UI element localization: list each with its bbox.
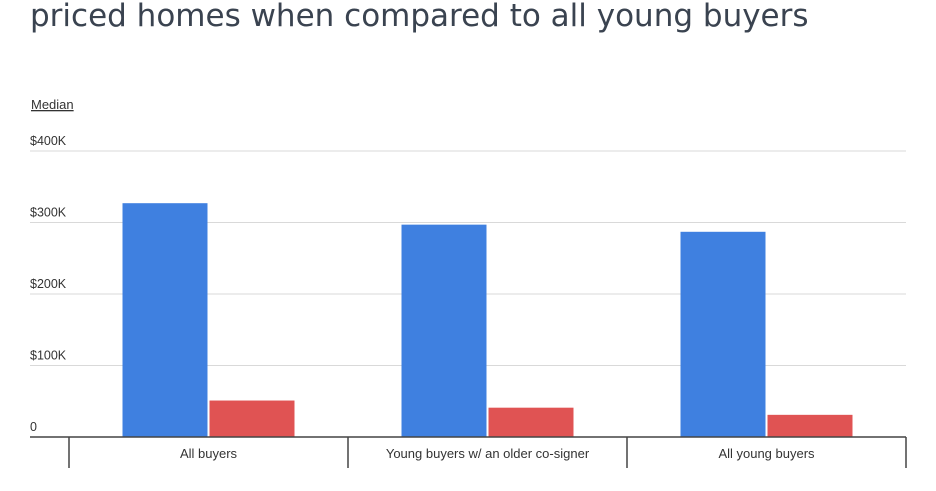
bar [767,414,853,437]
bar [209,400,295,437]
y-tick-label: 0 [30,420,37,434]
bar [680,231,766,437]
x-category-label: All young buyers [718,446,815,461]
y-tick-label: $300K [30,206,67,220]
x-category-label: Young buyers w/ an older co-signer [386,446,590,461]
y-tick-label: $200K [30,277,67,291]
bar [401,224,487,437]
y-axis-label: Median [31,97,74,112]
x-axis-categories: All buyers Young buyers w/ an older co-si… [180,446,815,461]
bar [122,203,208,437]
y-tick-label: $100K [30,349,67,363]
y-axis-ticks: 0 $100K $200K $300K $400K [30,134,67,434]
bars [122,203,853,437]
x-axis [30,436,907,468]
x-category-label: All buyers [180,446,238,461]
y-tick-label: $400K [30,134,67,148]
chart-title: priced homes when compared to all young … [30,0,809,34]
bar [488,407,574,437]
